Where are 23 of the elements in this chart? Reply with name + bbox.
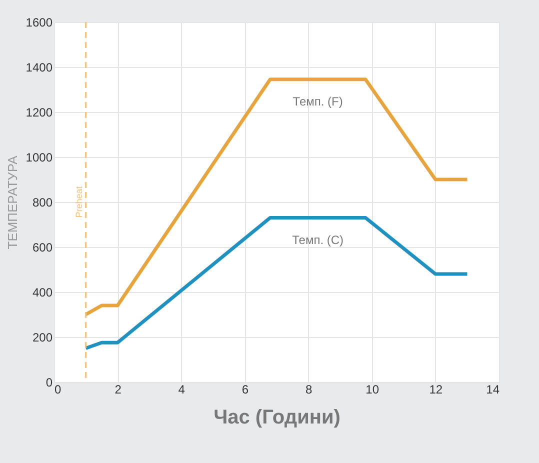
y-tick-label: 1000 (26, 150, 53, 164)
y-tick-label: 1200 (26, 106, 53, 120)
series-label: Темп. (F) (292, 94, 343, 108)
ref-line-label: Preheat (74, 186, 84, 218)
x-tick-label: 12 (429, 382, 443, 396)
x-tick-label: 2 (114, 382, 122, 396)
x-tick-label: 10 (366, 382, 380, 396)
y-tick-label: 200 (32, 330, 53, 344)
y-tick-label: 800 (32, 196, 53, 210)
x-axis-title: Час (Години) (214, 406, 340, 428)
x-tick-label: 4 (178, 382, 186, 396)
line-series (84, 216, 469, 350)
x-tick-label: 14 (486, 382, 500, 396)
y-tick-label: 1400 (26, 60, 53, 74)
y-tick-label: 1600 (26, 16, 53, 30)
y-axis-title: ТЕМПЕРАТУРА (4, 155, 20, 250)
y-tick-label: 600 (32, 240, 53, 254)
x-tick-label: 6 (242, 382, 249, 396)
y-tick-label: 400 (32, 286, 53, 300)
x-tick-label: 8 (305, 382, 312, 396)
x-tick-label: 0 (54, 382, 62, 396)
series-label: Темп. (C) (292, 232, 344, 247)
line-series (84, 78, 469, 316)
